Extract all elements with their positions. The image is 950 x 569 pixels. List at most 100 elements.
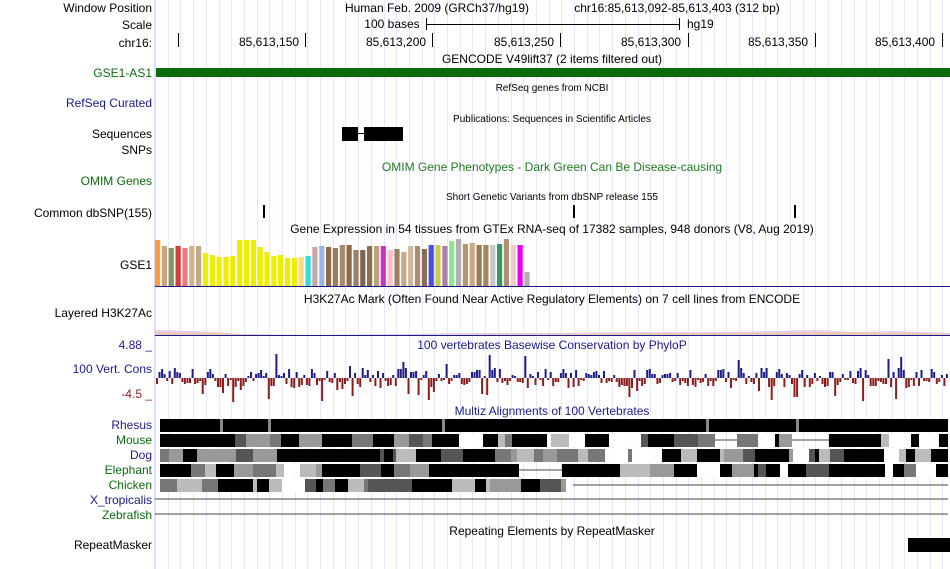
phylop-bar [260,370,263,378]
alignment-block [485,464,499,477]
pubs-feature[interactable] [364,127,403,141]
gtex-tissue-bar [476,245,482,286]
phylop-bar [511,375,514,378]
alignment-block [368,479,388,492]
phylop-bar [377,371,379,378]
species-label-mouse[interactable]: Mouse [115,433,152,447]
alignment-block [194,434,211,447]
gtex-tissue-bar [394,249,400,286]
alignment-block [521,479,533,492]
gtex-tissue-bar [373,246,380,286]
phylop-bar [189,378,191,383]
phylop-bar [691,378,694,385]
window-position-label: Window Position [63,1,152,15]
gtex-track-label[interactable]: GSE1 [119,258,152,272]
species-label-zebrafish[interactable]: Zebrafish [101,508,152,522]
phylop-bar [923,378,926,381]
grid-line [434,0,435,569]
phylop-bar [699,378,702,383]
snp-variant[interactable] [573,205,575,218]
alignment-block [246,434,270,447]
phylop-bar [498,369,501,378]
phylop-bar [305,378,308,385]
species-label-dog[interactable]: Dog [129,448,152,462]
phylop-bar [392,375,395,378]
h3k27ac-track-label[interactable]: Layered H3K27Ac [54,306,152,320]
alignment-block [394,464,410,477]
phylop-bar [882,378,885,384]
h3k27ac-signal[interactable] [155,322,950,336]
phylop-bar [194,378,197,384]
phylop-bar [209,369,212,378]
pubs-feature[interactable] [342,127,358,141]
omim-track-label[interactable]: OMIM Genes [80,174,152,188]
alignment-block [466,464,485,477]
rmsk-track-label[interactable]: RepeatMasker [73,538,152,552]
refseq-track-title: RefSeq genes from NCBI [495,83,609,94]
dbsnp-track-label[interactable]: Common dbSNP(155) [33,206,152,220]
refseq-track-label[interactable]: RefSeq Curated [65,96,152,110]
scale-bar-right-cap [679,18,680,30]
phylop-bar [897,368,900,378]
alignment-block [796,419,799,432]
alignment-block [312,449,322,462]
repeat-element[interactable] [908,538,950,552]
gtex-tissue-bar [291,258,297,286]
assembly-text: Human Feb. 2009 (GRCh37/hg19) [344,1,530,15]
phylop-bar [570,373,572,378]
scale-label: Scale [121,18,152,32]
grid-line [777,0,778,569]
phylop-bar [791,378,793,384]
phylop-bar [440,378,443,381]
phylop-bar [910,378,913,380]
alignment-block [632,464,650,477]
phylop-bar [338,378,341,382]
phylop-bar [930,369,933,378]
phylop-bar [595,371,598,378]
gencode-feature[interactable] [156,68,950,77]
alignment-block [779,434,792,447]
phylop-bar [631,378,633,388]
phylop-bar [582,378,585,381]
phylop-bar [410,372,412,378]
phylop-bar [575,370,578,378]
alignment-block [197,449,216,462]
species-label-rhesus[interactable]: Rhesus [111,418,152,432]
phylop-bar [620,378,623,385]
phylop-bar [473,372,476,378]
snp-variant[interactable] [263,205,265,218]
phylop-track-label[interactable]: 100 Vert. Cons [72,362,152,376]
gtex-tissue-bar [517,245,523,286]
phylop-bar [697,378,699,380]
alignment-block [789,449,793,462]
alignment-block [160,479,177,492]
alignment-block [862,449,870,462]
phylop-bar [491,370,494,378]
phylop-bar [178,373,181,378]
phylop-bar [938,378,941,382]
phylop-bar [516,378,519,382]
alignment-block [775,434,779,447]
gencode-track-label[interactable]: GSE1-AS1 [93,66,152,80]
alignment-block [202,479,218,492]
alignment-block [617,434,641,447]
species-label-x-tropicalis[interactable]: X_tropicalis [89,493,152,507]
phylop-bar [651,374,654,378]
phylop-bar [719,370,722,378]
species-label-chicken[interactable]: Chicken [108,478,152,492]
pubs-track-label-sequences[interactable]: Sequences [91,127,152,141]
phylop-bar [161,369,164,378]
gtex-tissue-bar [387,250,393,286]
snp-variant[interactable] [794,205,796,218]
phylop-bar [229,378,232,380]
phylop-bar [481,378,484,394]
alignment-block [806,464,813,477]
alignment-block [899,449,906,462]
phylop-bar [222,378,224,393]
species-label-elephant[interactable]: Elephant [104,463,152,477]
pubs-track-label-snps[interactable]: SNPs [121,143,152,157]
